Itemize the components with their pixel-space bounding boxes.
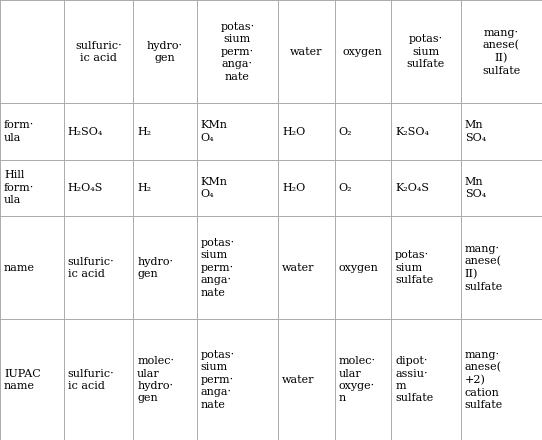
Text: water: water [282,375,314,385]
Text: potas·
sium
sulfate: potas· sium sulfate [407,34,445,69]
Text: KMn
O₄: KMn O₄ [201,121,228,143]
Text: H₂O: H₂O [282,127,305,136]
Text: oxygen: oxygen [343,47,383,57]
Text: H₂O: H₂O [282,183,305,193]
Text: potas·
sium
perm·
anga·
nate: potas· sium perm· anga· nate [201,238,235,297]
Text: hydro·
gen: hydro· gen [137,257,173,279]
Text: water: water [290,47,322,57]
Text: K₂O₄S: K₂O₄S [395,183,429,193]
Text: sulfuric·
ic acid: sulfuric· ic acid [68,257,114,279]
Text: oxygen: oxygen [339,263,378,273]
Text: molec·
ular
hydro·
gen: molec· ular hydro· gen [137,356,174,403]
Text: K₂SO₄: K₂SO₄ [395,127,429,136]
Text: H₂O₄S: H₂O₄S [68,183,103,193]
Text: sulfuric·
ic acid: sulfuric· ic acid [68,369,114,391]
Text: potas·
sium
perm·
anga·
nate: potas· sium perm· anga· nate [221,22,255,81]
Text: Hill
form·
ula: Hill form· ula [4,170,34,205]
Text: dipot·
assiu·
m
sulfate: dipot· assiu· m sulfate [395,356,434,403]
Text: name: name [4,263,35,273]
Text: hydro·
gen: hydro· gen [147,40,183,63]
Text: O₂: O₂ [339,183,352,193]
Text: Mn
SO₄: Mn SO₄ [464,177,486,199]
Text: KMn
O₄: KMn O₄ [201,177,228,199]
Text: form·
ula: form· ula [4,121,34,143]
Text: water: water [282,263,314,273]
Text: mang·
anese(
+2)
cation
sulfate: mang· anese( +2) cation sulfate [464,349,503,410]
Text: molec·
ular
oxyge·
n: molec· ular oxyge· n [339,356,376,403]
Text: mang·
anese(
II)
sulfate: mang· anese( II) sulfate [464,244,503,292]
Text: potas·
sium
perm·
anga·
nate: potas· sium perm· anga· nate [201,350,235,410]
Text: IUPAC
name: IUPAC name [4,369,41,391]
Text: O₂: O₂ [339,127,352,136]
Text: Mn
SO₄: Mn SO₄ [464,121,486,143]
Text: sulfuric·
ic acid: sulfuric· ic acid [75,40,122,63]
Text: mang·
anese(
II)
sulfate: mang· anese( II) sulfate [482,28,520,76]
Text: potas·
sium
sulfate: potas· sium sulfate [395,250,434,285]
Text: H₂SO₄: H₂SO₄ [68,127,103,136]
Text: H₂: H₂ [137,127,151,136]
Text: H₂: H₂ [137,183,151,193]
